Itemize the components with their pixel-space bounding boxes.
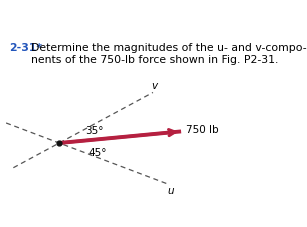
Text: 45°: 45° [88,148,107,158]
Text: 2-31*: 2-31* [9,43,42,53]
Text: 750 lb: 750 lb [185,125,218,135]
Text: Determine the magnitudes of the u- and v-compo-
nents of the 750-lb force shown : Determine the magnitudes of the u- and v… [31,43,307,64]
Text: 35°: 35° [86,126,104,136]
Text: u: u [167,186,174,196]
Text: v: v [151,81,157,91]
